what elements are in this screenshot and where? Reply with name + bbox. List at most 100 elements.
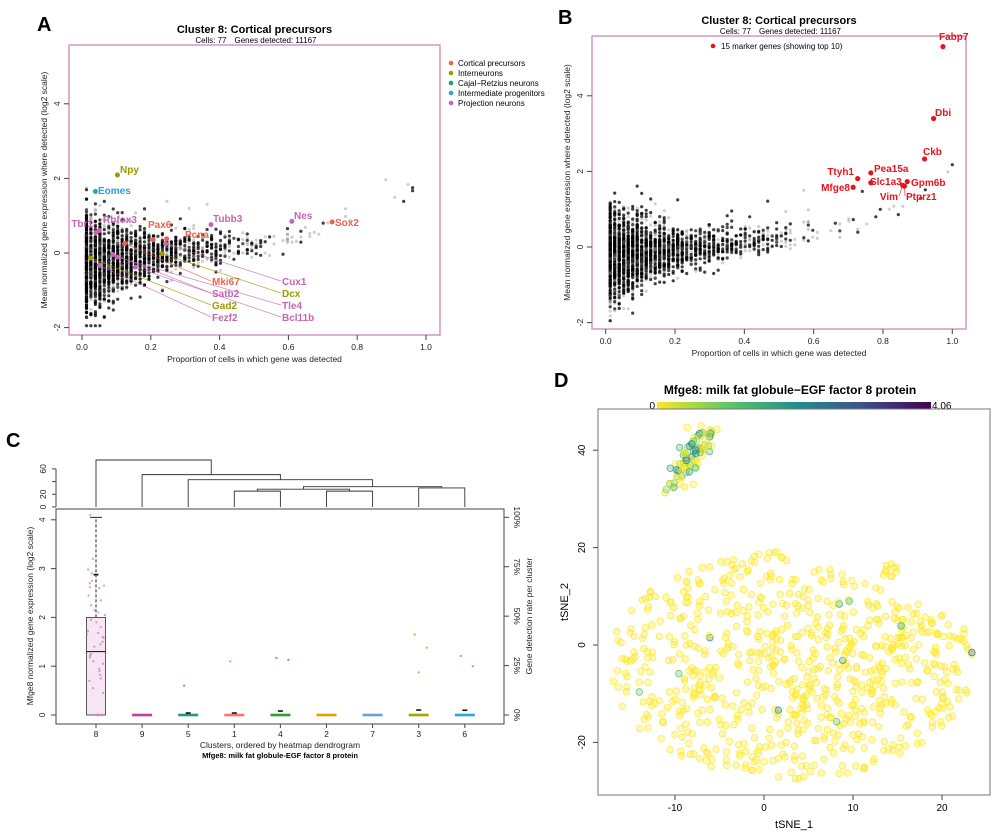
gene-point [142,217,147,221]
gene-point [698,248,702,252]
cell-point [881,612,890,621]
gene-point [93,207,97,211]
gene-point [120,277,124,281]
gene-point [116,289,120,293]
gene-point [107,245,111,250]
gene-point [142,207,147,211]
gene-point [84,245,89,249]
dendrogram-branch [95,459,212,507]
cell-point [99,677,103,680]
gene-point [102,219,106,223]
gene-point [129,243,133,247]
gene-point [142,243,147,248]
gene-point [89,213,93,218]
cell-point [706,705,714,714]
gene-point [201,249,205,253]
gene-point [644,208,648,212]
gene-point [196,261,200,265]
cell-point [746,657,754,665]
gene-point [98,276,102,280]
gene-point [752,230,756,234]
cell-point [183,684,186,687]
gene-point [89,248,93,252]
cell-point [459,654,462,658]
gene-point [196,254,200,258]
gene-point [649,244,653,248]
legend-swatch [448,80,454,86]
gene-point [214,242,218,246]
x-tick-label: 0.8 [351,342,363,352]
gene-point [223,249,227,253]
gene-point [120,218,124,222]
gene-point [725,255,729,260]
gene-point [98,253,102,258]
gene-point [84,188,89,192]
gene-point [775,221,779,225]
gene-point [107,286,111,290]
dendrogram-tick-label: 60 [38,464,48,474]
gene-point [111,233,115,238]
gene-point [838,235,842,240]
gene-point [178,261,182,265]
gene-point [245,238,249,242]
gene-point [784,209,788,214]
gene-point [196,234,200,238]
gene-point [613,218,617,222]
gene-point [116,224,120,228]
gene-point [712,235,716,239]
cell-point [824,666,833,675]
gene-point [187,235,191,239]
gene-point [680,265,684,269]
cell-point [98,673,102,677]
gene-point [757,250,761,254]
gene-point [676,249,680,253]
cell-point [784,724,792,732]
cluster-4-box: 4 [270,656,291,739]
gene-point [107,215,111,219]
gene-point [721,261,725,265]
gene-point [739,252,743,256]
gene-label: Mki67 [212,277,240,288]
x-tick-label: 0.8 [877,336,889,346]
gene-point [730,225,734,229]
gene-point [107,253,111,257]
gene-point [84,207,89,211]
gene-point [671,265,675,269]
cell-point [900,708,908,716]
gene-label: Pea15a [874,164,909,175]
gene-point [608,271,612,275]
gene-point [89,246,93,251]
cell-point [912,695,920,703]
gene-point [89,289,93,293]
gene-point [626,282,630,286]
y-tick-label: 4 [52,101,62,106]
cell-point [888,598,896,606]
gene-point [640,221,644,225]
gene-point [622,294,626,298]
gene-point [617,216,621,221]
gene-point [703,235,707,239]
gene-point [138,234,142,239]
cell-point [879,684,888,692]
gene-point [626,248,630,252]
cell-point [102,691,105,695]
gene-point [263,251,267,255]
gene-point [662,245,666,249]
cell-point [904,603,912,611]
gene-point [644,240,648,245]
legend-entry: Intermediate progenitors [458,89,545,98]
cell-point [914,600,922,608]
gene-point [89,324,93,328]
cell-point [86,629,90,633]
cell-point [761,642,769,651]
cell-point [732,622,741,631]
gene-point [250,247,254,251]
gene-point [187,246,191,250]
gene-point [608,246,612,250]
gene-point [631,296,635,300]
gene-point [89,238,93,242]
gene-point [635,238,639,242]
cell-point [952,685,961,694]
gene-point [178,242,182,246]
x-tick-label: 4 [278,729,283,739]
